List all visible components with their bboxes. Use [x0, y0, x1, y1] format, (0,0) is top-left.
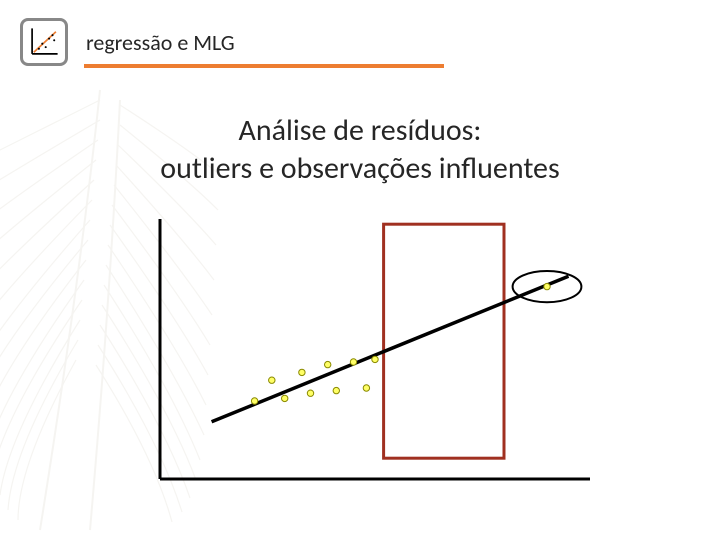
scatter-chart: [120, 209, 600, 509]
header-text: regressão e MLG: [86, 29, 235, 56]
slide-title: Análise de resíduos: outliers e observaç…: [0, 112, 720, 187]
slide-header: regressão e MLG: [0, 0, 720, 66]
title-line1: Análise de resíduos:: [239, 112, 482, 149]
logo-icon: [20, 18, 68, 66]
header-underline: [84, 64, 444, 68]
title-line2: outliers e observações influentes: [160, 150, 559, 187]
